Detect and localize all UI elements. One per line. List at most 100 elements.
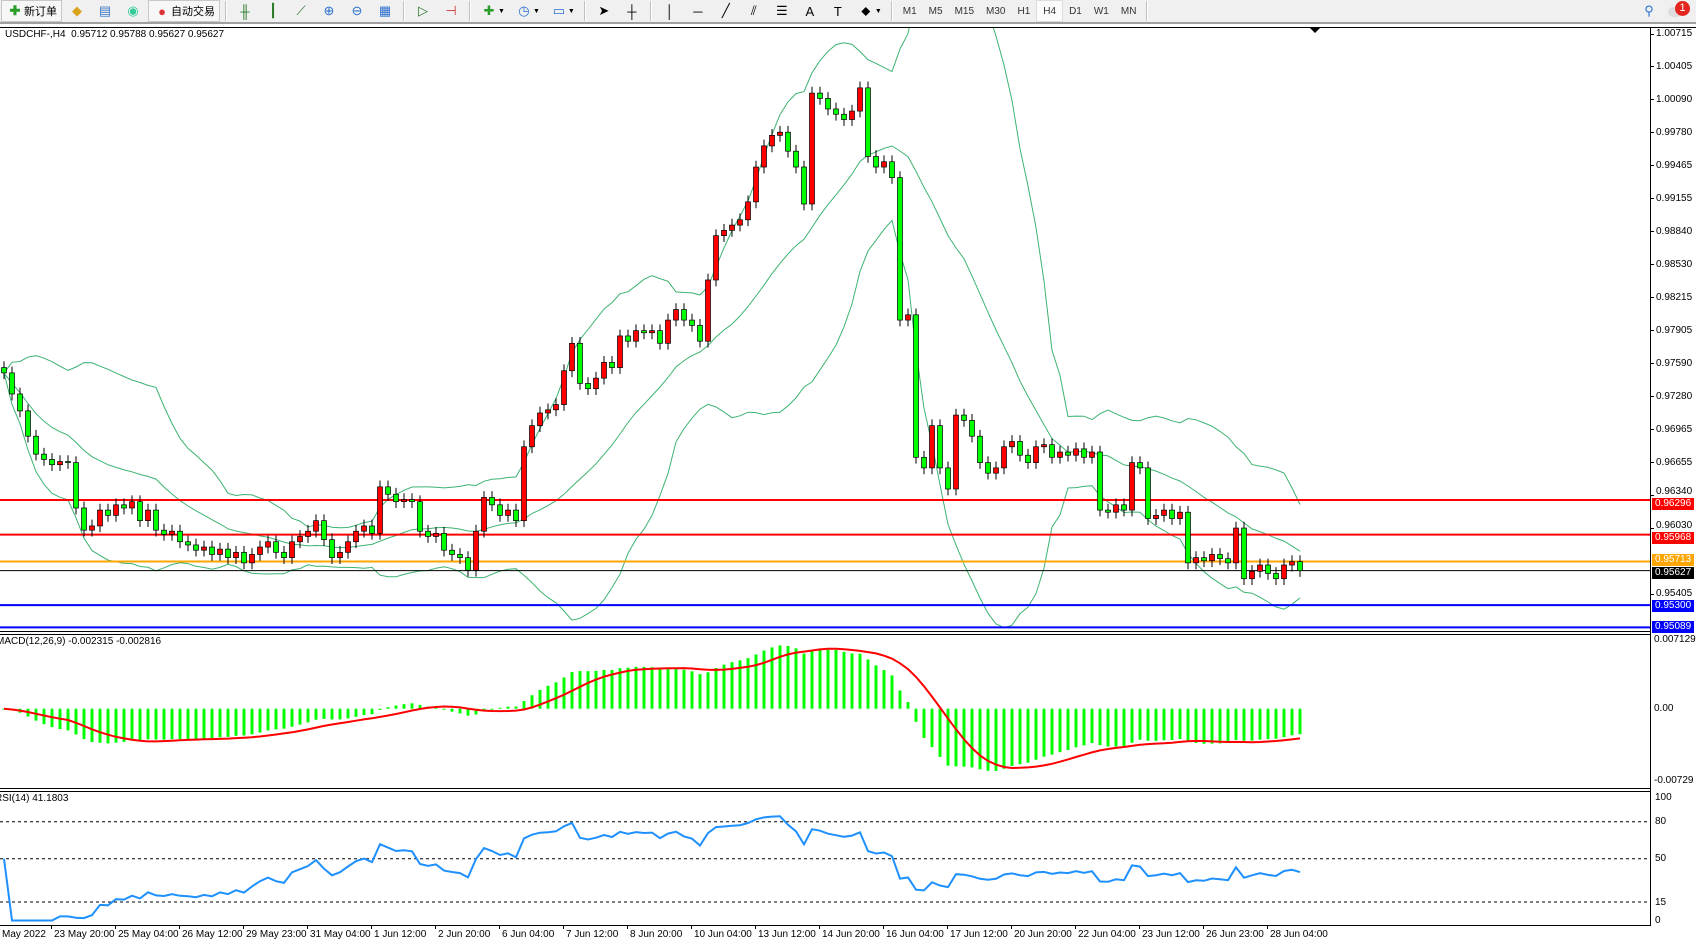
periods-button[interactable]: ◷ ▼ [511, 1, 544, 21]
chart-shift-button[interactable]: ⊣ [438, 1, 464, 21]
price-axis-tick [1650, 66, 1654, 68]
candle-body [385, 486, 391, 495]
trendline-button[interactable]: ╱ [713, 1, 739, 21]
candle-body [985, 462, 991, 474]
indicators-button[interactable]: ✚ ▼ [476, 1, 509, 21]
macd-histogram-bar [178, 708, 182, 740]
macd-axis-label: -0.00729 [1654, 774, 1694, 786]
toolbar-divider [583, 1, 586, 21]
timeframe-h4-button[interactable]: H4 [1036, 0, 1064, 22]
candle [817, 86, 823, 105]
candle-body [377, 486, 383, 534]
time-axis-tick [819, 925, 820, 929]
notifications-button[interactable]: 1 [1668, 1, 1690, 21]
arrows-button[interactable]: ⬥ ▼ [853, 1, 886, 21]
rsi-chart[interactable] [0, 792, 1650, 925]
crosshair-button[interactable]: ┼ [619, 1, 645, 21]
text-button[interactable]: A [797, 1, 823, 21]
candle-body [433, 532, 439, 537]
candle [353, 524, 359, 549]
candle [1081, 442, 1087, 464]
chart-shift-marker[interactable] [1309, 27, 1321, 34]
candle-body [681, 309, 687, 321]
candle [977, 429, 983, 469]
macd-histogram-bar [602, 669, 606, 709]
fibonacci-button[interactable]: ☰ [769, 1, 795, 21]
candle-body [977, 435, 983, 463]
macd-histogram-bar [498, 707, 502, 709]
templates-button[interactable]: ▭ ▼ [546, 1, 579, 21]
candle-body [641, 330, 647, 334]
signals-button[interactable]: ◉ [120, 1, 146, 21]
macd-histogram-bar [1042, 708, 1046, 757]
time-axis-tick [499, 925, 500, 929]
pane-divider[interactable] [0, 788, 1650, 789]
new-order-button[interactable]: ✚ 新订单 [1, 0, 62, 22]
candle [193, 538, 199, 557]
candle [905, 308, 911, 327]
auto-trading-button[interactable]: ● 自动交易 [148, 0, 220, 22]
line-chart-button[interactable]: ⟋ [288, 1, 314, 21]
candle-body [273, 541, 279, 553]
zoom-out-button[interactable]: ⊖ [344, 1, 370, 21]
vertical-line-button[interactable]: │ [657, 1, 683, 21]
tile-windows-button[interactable]: ▦ [372, 1, 398, 21]
candle-body [1249, 570, 1255, 580]
candlestick-button[interactable]: ┃ [260, 1, 286, 21]
candle-body [721, 230, 727, 236]
price-axis-label: 0.97905 [1656, 324, 1693, 336]
candle [1025, 448, 1031, 469]
timeframe-d1-button[interactable]: D1 [1069, 5, 1082, 17]
navigator-button[interactable]: ▤ [92, 1, 118, 21]
macd-histogram-bar [914, 708, 918, 722]
candle [361, 519, 367, 538]
timeframe-w1-button[interactable]: W1 [1093, 5, 1109, 17]
candle-body [185, 541, 191, 546]
equidistant-channel-button[interactable]: ⫽ [741, 1, 767, 21]
macd-histogram-bar [1234, 708, 1238, 740]
text-icon: A [805, 3, 815, 19]
autoscroll-button[interactable]: ▷ [410, 1, 436, 21]
candle-body [369, 525, 375, 534]
macd-histogram-bar [250, 708, 254, 735]
price-chart[interactable] [0, 28, 1650, 631]
macd-histogram-bar [994, 708, 998, 771]
timeframe-mn-button[interactable]: MN [1120, 5, 1137, 17]
price-axis-tick [1650, 528, 1654, 530]
candle [969, 414, 975, 443]
timeframe-m5-button[interactable]: M5 [928, 5, 943, 17]
pane-divider[interactable] [0, 631, 1650, 632]
candle-body [225, 548, 231, 558]
candle [1, 361, 7, 380]
candle [385, 480, 391, 501]
candle [457, 548, 463, 564]
horizontal-line-button[interactable]: ─ [685, 1, 711, 21]
timeframe-h1-button[interactable]: H1 [1017, 5, 1031, 17]
time-axis-tick [947, 925, 948, 929]
timeframe-m15-button[interactable]: M15 [954, 5, 975, 17]
timeframe-m1-button[interactable]: M1 [902, 5, 917, 17]
macd-axis-label: 0.00 [1654, 703, 1674, 715]
macd-histogram-bar [1090, 708, 1094, 744]
macd-histogram-bar [898, 690, 902, 709]
bar-chart-button[interactable]: ╫ [232, 1, 258, 21]
candle-body [41, 453, 47, 460]
market-watch-button[interactable]: ◆ [64, 1, 90, 21]
zoom-in-button[interactable]: ⊕ [316, 1, 342, 21]
candle [249, 548, 255, 570]
macd-histogram-bar [1266, 708, 1270, 740]
candle-body [65, 461, 71, 463]
macd-histogram-bar [1130, 708, 1134, 743]
candle-body [617, 335, 623, 368]
search-icon[interactable]: ⚲ [1644, 3, 1654, 18]
macd-chart[interactable] [0, 635, 1650, 788]
macd-histogram-bar [354, 708, 358, 717]
timeframe-m30-button[interactable]: M30 [986, 5, 1006, 17]
rsi-axis-label: 80 [1655, 816, 1667, 828]
cursor-button[interactable]: ➤ [591, 1, 617, 21]
candle [305, 524, 311, 543]
candle-body [521, 446, 527, 522]
candle [433, 526, 439, 543]
macd-histogram-bar [1058, 708, 1062, 753]
text-label-button[interactable]: T [825, 1, 851, 21]
